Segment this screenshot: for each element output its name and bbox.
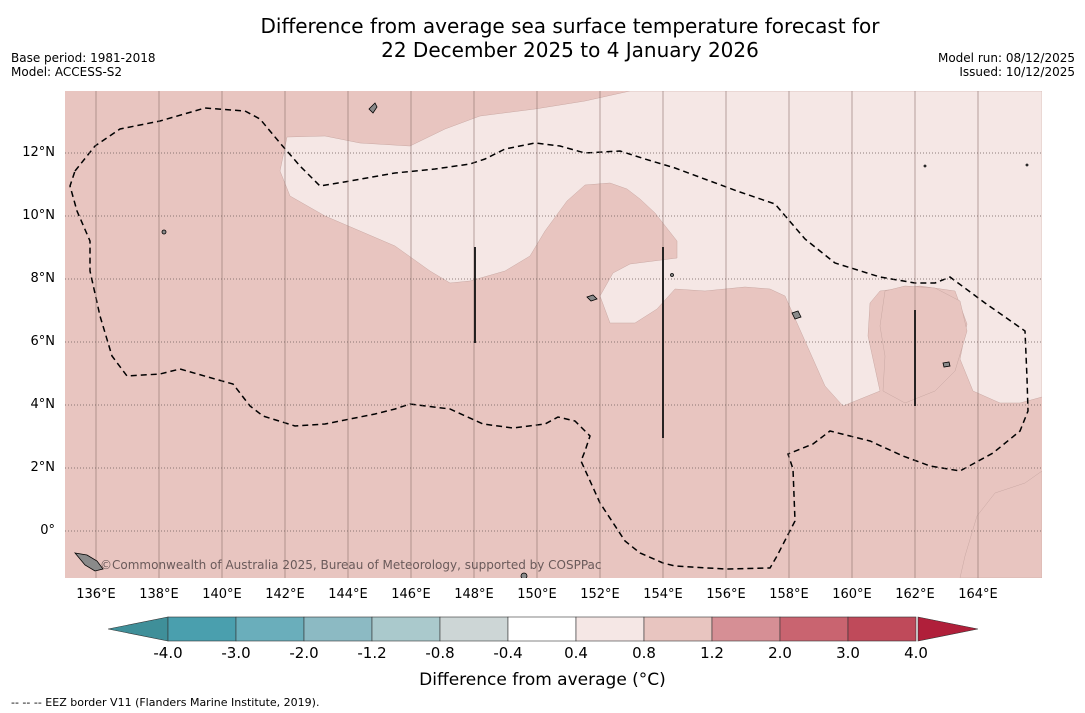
map-title: Difference from average sea surface temp… [0,14,1085,62]
base-period: Base period: 1981-2018 [11,51,156,65]
lon-label-144e: 144°E [328,587,368,602]
lon-label-152e: 152°E [580,587,620,602]
colorbar-tick-label: 3.0 [836,644,860,662]
colorbar-tick-label: -2.0 [289,644,319,662]
copyright-notice: ©Commonwealth of Australia 2025, Bureau … [100,558,602,572]
lon-label-156e: 156°E [706,587,746,602]
colorbar-tick-label: 2.0 [768,644,792,662]
islet-1 [161,229,167,235]
island-pohnpei [791,310,802,320]
lon-label-138e: 138°E [139,587,179,602]
colorbar-segment [235,616,305,642]
islet-4 [923,164,927,168]
island-kosrae [942,361,951,368]
colorbar-segment [575,616,645,642]
island-north [368,102,378,114]
colorbar-segment [303,616,373,642]
colorbar-tick-label: 4.0 [904,644,928,662]
colorbar-tick-label: -1.2 [357,644,387,662]
lon-label-154e: 154°E [643,587,683,602]
anomaly-0812-southeast [959,470,1042,578]
colorbar-tick-label: -3.0 [221,644,251,662]
colorbar-label: Difference from average (°C) [419,670,666,690]
eez-footnote: -- -- -- EEZ border V11 (Flanders Marine… [11,696,320,709]
lon-label-140e: 140°E [202,587,242,602]
title-line-1: Difference from average sea surface temp… [260,14,880,38]
colorbar-segment [847,616,917,642]
meta-right: Model run: 08/12/2025 Issued: 10/12/2025 [938,51,1075,79]
islet-2 [670,273,674,277]
lat-label-4n: 4°N [30,397,56,412]
lon-label-148e: 148°E [454,587,494,602]
lat-label-2n: 2°N [30,460,56,475]
islands [74,102,1029,578]
colorbar-segment [439,616,509,642]
colorbar-tick-label: 0.8 [632,644,656,662]
meta-left: Base period: 1981-2018 Model: ACCESS-S2 [11,51,156,79]
lat-label-12n: 12°N [22,145,55,160]
colorbar-segment [779,616,849,642]
colorbar-tick-label: -4.0 [153,644,183,662]
lat-label-10n: 10°N [22,208,55,223]
island-chuuk [586,294,598,302]
meridian-lines [95,91,979,578]
eez-border [69,107,1029,570]
colorbar-segment [507,616,577,642]
title-line-2: 22 December 2025 to 4 January 2026 [381,38,759,62]
model-name: Model: ACCESS-S2 [11,65,123,79]
lon-label-146e: 146°E [391,587,431,602]
anomaly-0812-island-east [879,285,968,404]
lon-label-150e: 150°E [517,587,557,602]
map-area[interactable] [65,91,1042,578]
colorbar-under-triangle [108,616,169,642]
lon-label-142e: 142°E [265,587,305,602]
lon-label-162e: 162°E [895,587,935,602]
lon-label-160e: 160°E [832,587,872,602]
issued-date: Issued: 10/12/2025 [959,65,1075,79]
colorbar-tick-label: -0.4 [493,644,523,662]
colorbar-segment [167,616,237,642]
islet-3 [520,572,528,578]
colorbar-tick-label: -0.8 [425,644,455,662]
lon-label-164e: 164°E [958,587,998,602]
model-run: Model run: 08/12/2025 [937,51,1075,65]
colorbar-segments [167,616,917,642]
colorbar-tick-label: 1.2 [700,644,724,662]
parallel-lines [65,152,1042,532]
colorbar-segment [643,616,713,642]
colorbar-tick-label: 0.4 [564,644,588,662]
colorbar-segment [371,616,441,642]
eez-segment-lines [474,247,916,438]
lon-label-136e: 136°E [76,587,116,602]
colorbar-segment [711,616,781,642]
colorbar-over-triangle [917,616,978,642]
lon-label-158e: 158°E [769,587,809,602]
lat-label-8n: 8°N [30,271,56,286]
islet-5 [1025,163,1029,167]
colorbar [108,616,978,642]
map-svg [65,91,1042,578]
lat-label-6n: 6°N [30,334,56,349]
island-sw [74,552,104,572]
lat-label-0: 0° [40,523,55,538]
